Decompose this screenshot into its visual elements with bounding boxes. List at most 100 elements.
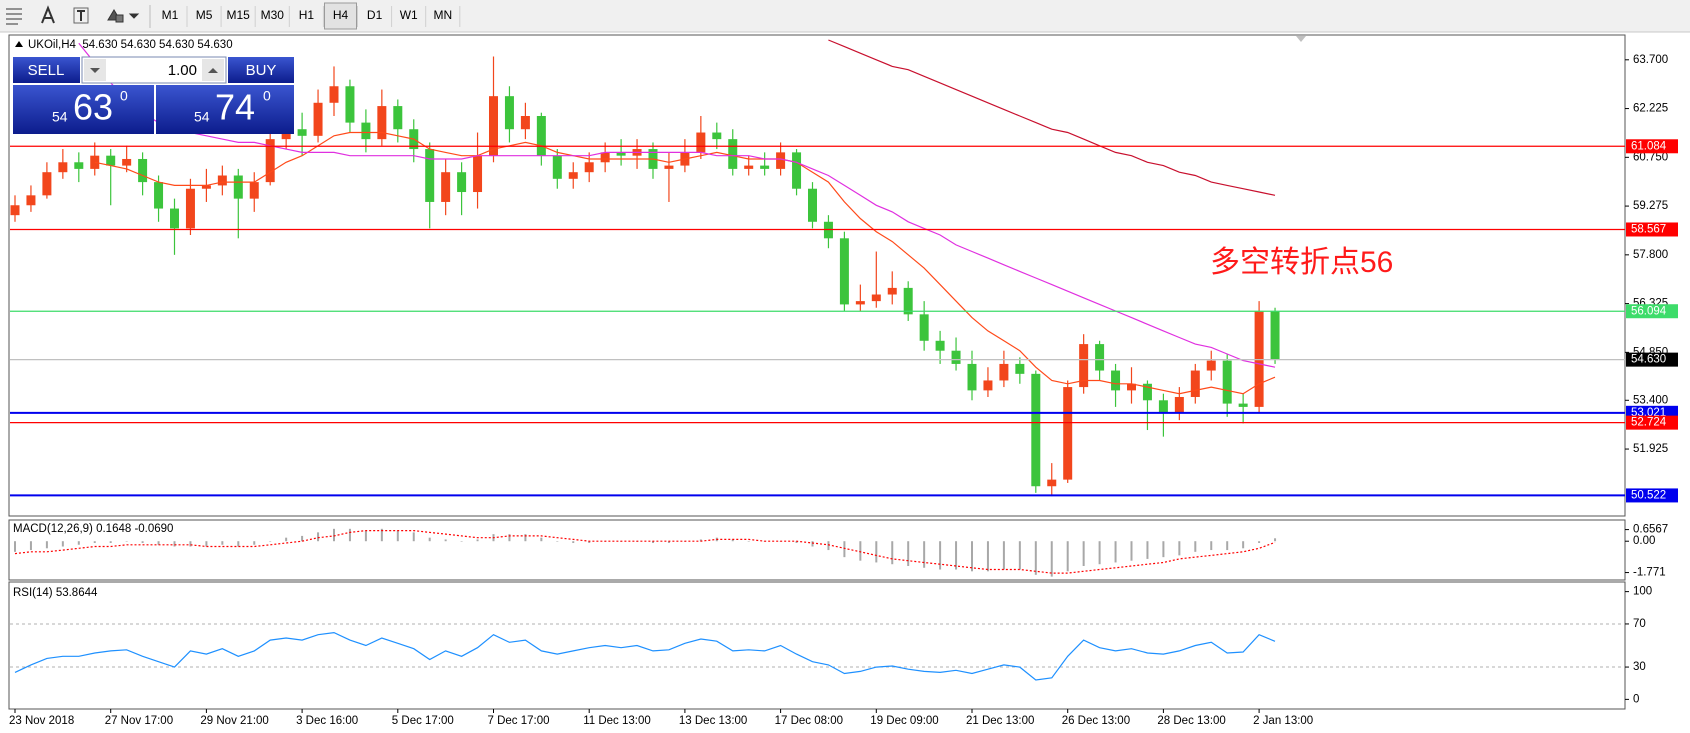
candle-body (983, 380, 993, 391)
y-tick-label: 62.225 (1633, 103, 1668, 115)
y-tick-label: 59.275 (1633, 200, 1668, 212)
price-line-label: 56.094 (1631, 305, 1667, 317)
candle-body (297, 129, 307, 136)
candle-body (473, 155, 483, 193)
macd-bar (93, 541, 96, 543)
x-tick-label: 13 Dec 13:00 (679, 715, 747, 727)
y-tick-label: 0 (1633, 693, 1639, 705)
buy-label: BUY (246, 62, 277, 79)
price-line-label: 54.630 (1631, 354, 1666, 366)
shapes-icon[interactable] (107, 9, 140, 23)
macd-bar (173, 541, 176, 547)
price-line-box (1626, 304, 1678, 319)
macd-bar (1210, 541, 1213, 551)
candle-body (74, 162, 84, 169)
macd-bar (77, 541, 80, 545)
macd-bar (348, 528, 351, 542)
timeframe-button[interactable]: MN (433, 8, 452, 22)
macd-bar (572, 541, 575, 543)
candle-body (1158, 400, 1168, 414)
candle-body (1190, 370, 1200, 397)
macd-bar (1130, 541, 1133, 561)
shift-marker (1296, 36, 1306, 42)
timeframe-button[interactable]: M5 (196, 8, 213, 22)
timeframe-button[interactable]: H1 (299, 8, 315, 22)
timeframe-button[interactable]: H4 (333, 8, 349, 22)
timeframe-button[interactable]: M30 (261, 8, 285, 22)
timeframe-button[interactable]: M1 (162, 8, 179, 22)
macd-bar (476, 539, 479, 542)
ask-box[interactable] (156, 85, 294, 134)
timeframe-button[interactable]: W1 (400, 8, 418, 22)
macd-bar (795, 541, 798, 543)
candle-body (919, 314, 929, 341)
macd-bar (333, 528, 335, 542)
macd-bar (125, 541, 128, 542)
price-line-box (1626, 488, 1678, 503)
collapse-arrow[interactable] (15, 41, 23, 47)
candle-body (217, 175, 227, 186)
y-tick-label: 63.700 (1633, 54, 1668, 66)
timeframe-button[interactable]: D1 (367, 8, 383, 22)
candle-body (122, 158, 132, 166)
candle-body (329, 86, 339, 103)
x-tick-label: 5 Dec 17:00 (392, 715, 454, 727)
macd-bar (811, 541, 814, 547)
macd-bar (189, 541, 192, 547)
candle-body (281, 129, 291, 140)
candle-body (1206, 360, 1216, 371)
macd-bar (1018, 541, 1021, 570)
candle-body (1095, 344, 1105, 371)
candle-body (1079, 344, 1089, 388)
y-tick-label: 30 (1633, 661, 1646, 673)
macd-bar (524, 534, 527, 542)
x-tick-label: 7 Dec 17:00 (488, 715, 550, 727)
buy-button[interactable] (228, 57, 294, 83)
macd-bar (986, 541, 989, 572)
candle-body (425, 149, 435, 202)
candle-body (313, 102, 323, 136)
candle-body (377, 106, 387, 140)
candle-body (345, 86, 355, 123)
candle-body (201, 185, 211, 189)
macd-bar (1050, 541, 1053, 577)
candle-body (441, 172, 451, 202)
macd-bar (29, 541, 32, 551)
macd-bar (460, 541, 463, 542)
candle-body (887, 287, 897, 295)
signal-line (14, 530, 1276, 574)
moving-average (78, 42, 1276, 368)
macd-bar (1002, 541, 1005, 570)
candle-body (1127, 383, 1136, 391)
grid-icon[interactable] (6, 8, 22, 25)
candle-body (1111, 370, 1121, 391)
toolbar (0, 0, 1690, 32)
y-tick-label: 60.750 (1633, 151, 1668, 163)
indicator-line (14, 631, 1276, 681)
text-icon[interactable] (41, 5, 55, 24)
candle-body (106, 155, 116, 166)
candle-body (1142, 383, 1152, 401)
timeframe-button[interactable]: M15 (227, 8, 251, 22)
candle-body (520, 115, 530, 130)
sell-button[interactable] (13, 57, 80, 83)
macd-bar (923, 541, 926, 568)
bid-box[interactable] (13, 85, 154, 134)
candle-body (776, 152, 786, 169)
bid-big: 54 (52, 109, 68, 125)
candle-body (536, 115, 546, 156)
candle-body (233, 175, 243, 199)
label-icon[interactable] (73, 7, 89, 24)
x-tick-label: 2 Jan 13:00 (1253, 715, 1313, 727)
candle-body (792, 152, 802, 189)
candle-body (58, 162, 68, 173)
candle-body (1063, 387, 1073, 480)
candle-body (600, 152, 610, 163)
bid-main: 63 (73, 87, 113, 128)
macd-bar (157, 541, 160, 545)
ask-main: 74 (215, 87, 255, 128)
candle-body (951, 350, 961, 364)
candle-body (265, 139, 275, 183)
macd-bar (891, 541, 894, 565)
